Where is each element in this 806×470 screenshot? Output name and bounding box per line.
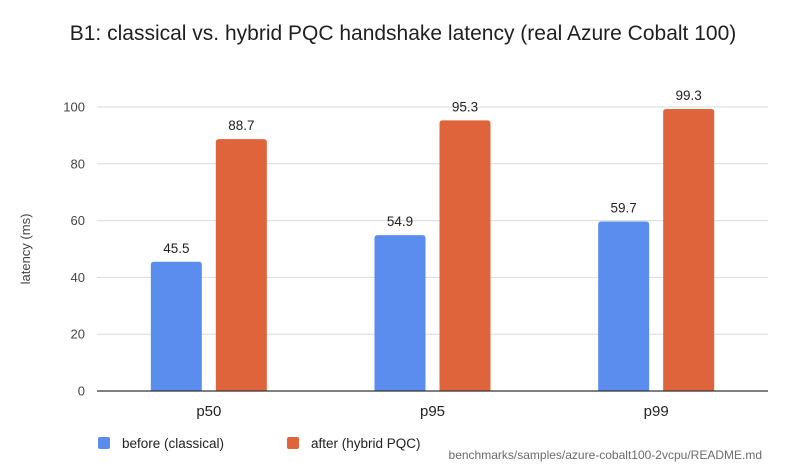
bar-data-labels: 45.5 88.7 54.9 95.3 59.7 99.3: [163, 88, 702, 256]
bar-value-label: 99.3: [676, 88, 702, 103]
y-tick-label: 100: [63, 100, 85, 115]
x-tick-label: p95: [420, 403, 445, 420]
y-tick-label: 60: [71, 213, 85, 228]
y-axis-ticks: 0 20 40 60 80 100: [63, 100, 85, 399]
bar-value-label: 45.5: [163, 241, 189, 256]
bar-value-label: 88.7: [228, 118, 254, 133]
bar-p50-series-2: [215, 139, 267, 391]
y-tick-label: 20: [71, 327, 85, 342]
bar-value-label: 59.7: [611, 200, 637, 215]
bars: [150, 108, 715, 392]
bar-value-label: 54.9: [387, 214, 413, 229]
gridlines: [97, 106, 768, 335]
y-axis-title: latency (ms): [18, 214, 33, 285]
chart-title: B1: classical vs. hybrid PQC handshake l…: [70, 22, 737, 45]
y-tick-label: 80: [71, 156, 85, 171]
bar-value-label: 95.3: [452, 99, 478, 114]
bar-p95-series-2: [439, 120, 491, 392]
bar-p99-series-2: [663, 108, 715, 391]
legend-label: before (classical): [122, 436, 224, 451]
x-tick-label: p50: [196, 403, 221, 420]
bar-p95-series-1: [374, 235, 426, 391]
bar-p50-series-1: [150, 261, 202, 391]
footer-note: benchmarks/samples/azure-cobalt100-2vcpu…: [449, 448, 762, 462]
y-tick-label: 0: [78, 384, 85, 399]
x-tick-label: p99: [644, 403, 669, 420]
x-axis-ticks: p50 p95 p99: [196, 403, 668, 420]
legend-swatch: [98, 437, 110, 449]
legend-swatch: [287, 437, 299, 449]
legend-label: after (hybrid PQC): [311, 436, 421, 451]
legend: before (classical) after (hybrid PQC): [98, 436, 421, 451]
bar-p99-series-1: [598, 221, 650, 391]
y-tick-label: 40: [71, 270, 85, 285]
